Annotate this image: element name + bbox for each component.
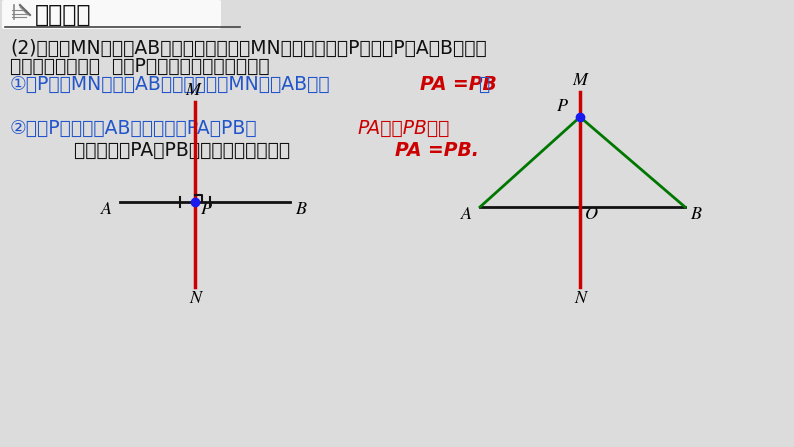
Text: O: O (585, 206, 598, 223)
Text: N: N (189, 290, 201, 307)
Text: ；: ； (478, 75, 489, 94)
Text: A: A (101, 201, 112, 218)
Text: M: M (186, 82, 201, 99)
Text: B: B (295, 201, 306, 218)
Text: 探究新知: 探究新知 (35, 3, 91, 27)
Text: ①当P恰是MN与线段AB的交点时，由MN平分AB可知: ①当P恰是MN与线段AB的交点时，由MN平分AB可知 (10, 75, 330, 94)
Text: 通过折叠，PA与PB能够完全重合，所以: 通过折叠，PA与PB能够完全重合，所以 (50, 141, 290, 160)
Text: (2)如图，MN是线段AB的垂直平分线，在MN上任意取一点P，则点P到A，B两点的: (2)如图，MN是线段AB的垂直平分线，在MN上任意取一点P，则点P到A，B两点… (10, 39, 487, 58)
Text: PA =PB.: PA =PB. (395, 141, 479, 160)
Text: B: B (690, 206, 701, 223)
Text: N: N (574, 290, 586, 307)
Text: PA等于PB吗？: PA等于PB吗？ (358, 119, 450, 138)
FancyBboxPatch shape (2, 0, 221, 29)
Text: PA =PB: PA =PB (420, 75, 497, 94)
Text: P: P (557, 98, 568, 115)
Text: ②当点P不在线段AB上时，连接PA与PB，: ②当点P不在线段AB上时，连接PA与PB， (10, 119, 257, 138)
Text: 距离有什么关系？  （点P的位置可能有两种情况）: 距离有什么关系？ （点P的位置可能有两种情况） (10, 57, 270, 76)
Text: A: A (461, 206, 472, 223)
Text: P: P (201, 201, 212, 218)
Text: M: M (572, 72, 588, 89)
